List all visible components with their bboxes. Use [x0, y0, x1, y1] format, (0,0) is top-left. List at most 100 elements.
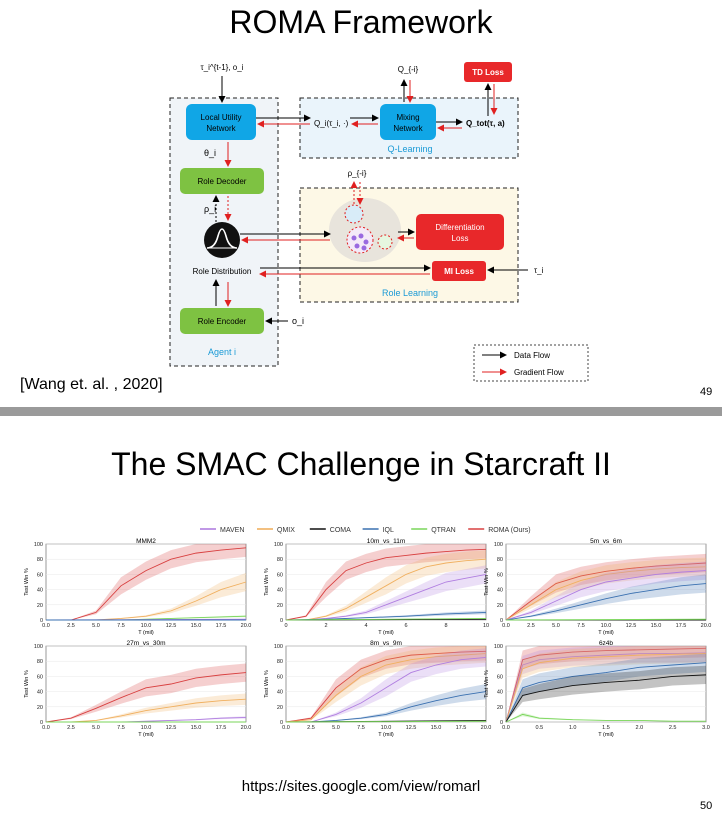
series-line [45, 672, 247, 723]
y-axis-label: Test Win % [264, 670, 270, 698]
x-tick-label: 4 [364, 623, 367, 629]
series-line [286, 656, 487, 723]
series-band [506, 653, 706, 722]
x-tick-label: 1.0 [569, 725, 577, 731]
x-tick-label: 5.0 [92, 623, 100, 629]
x-tick-label: 5.0 [332, 725, 340, 731]
legend-entry: IQL [383, 527, 394, 534]
citation: [Wang et. al. , 2020] [20, 376, 163, 393]
series-line [286, 558, 487, 621]
role-distribution-icon [204, 222, 240, 258]
y-tick-label: 0 [40, 618, 43, 624]
series-band [286, 646, 486, 722]
role-decoder-label: Role Decoder [198, 177, 247, 186]
x-tick-label: 0.5 [536, 725, 544, 731]
series-line [505, 652, 707, 723]
q-minus-i-label: Q_{-i} [398, 65, 419, 74]
plot-area [285, 543, 487, 621]
role-encoder [180, 308, 264, 334]
slide-roma-framework: ROMA Framework Agent i Q-Learning Role L… [20, 4, 713, 398]
y-axis-label: Test Win % [264, 568, 270, 596]
series-band [46, 693, 246, 722]
x-tick-label: 10 [483, 623, 489, 629]
chart-panel: 10m_vs_11m 0 20 40 60 80 100 0 2 4 6 8 10 T (mil) Test… [264, 538, 489, 636]
series-line [505, 618, 707, 621]
y-tick-label: 60 [37, 674, 43, 680]
x-tick-label: 0.0 [42, 725, 50, 731]
x-tick-label: 5.0 [92, 725, 100, 731]
chart-panel: 5m_vs_6m 0 20 40 60 80 100 0.0 2.5 5.0 7.5 10.0 12.5… [484, 538, 711, 636]
x-tick-label: 0.0 [502, 623, 510, 629]
y-axis-label: Test Win % [24, 568, 30, 596]
x-axis-label: T (mil) [598, 630, 614, 636]
series-line [505, 713, 706, 723]
x-axis-label: T (mil) [138, 732, 154, 738]
x-tick-label: 17.5 [216, 725, 227, 731]
x-tick-label: 12.5 [626, 623, 637, 629]
y-axis-label: Test Win % [484, 568, 490, 596]
series-line [285, 650, 487, 723]
y-tick-label: 40 [277, 690, 283, 696]
x-tick-label: 6 [404, 623, 407, 629]
y-tick-label: 100 [494, 644, 503, 650]
q-tot-label: Q_tot(τ, a) [466, 119, 505, 128]
local-utility-label-2: Network [206, 124, 236, 133]
y-tick-label: 80 [497, 659, 503, 665]
x-tick-label: 8 [444, 623, 447, 629]
role-decoder [180, 168, 264, 194]
series-band [506, 561, 706, 620]
project-url[interactable]: https://sites.google.com/view/romarl [241, 778, 481, 795]
chart-title: 27m_vs_30m [126, 640, 165, 647]
y-tick-label: 60 [37, 572, 43, 578]
y-tick-label: 80 [497, 557, 503, 563]
x-tick-label: 20.0 [701, 623, 712, 629]
q-learning-label: Q-Learning [387, 144, 432, 154]
y-tick-label: 100 [494, 542, 503, 548]
x-tick-label: 7.5 [117, 725, 125, 731]
slide-separator [0, 407, 722, 416]
x-tick-label: 2.0 [636, 725, 644, 731]
o-i-label: o_i [292, 316, 304, 326]
series-line [46, 547, 247, 621]
series-line [285, 548, 487, 621]
x-tick-label: 0.0 [502, 725, 510, 731]
role-distribution-label: Role Distribution [193, 267, 252, 276]
y-tick-label: 40 [497, 588, 503, 594]
series-line [505, 674, 707, 723]
x-tick-label: 2.5 [527, 623, 535, 629]
x-axis-label: T (mil) [138, 630, 154, 636]
q-i-label: Q_i(τ_i, ·) [314, 119, 349, 128]
x-tick-label: 10.0 [141, 623, 152, 629]
y-tick-label: 60 [277, 674, 283, 680]
role-learning-label: Role Learning [382, 288, 438, 298]
series-line [505, 653, 707, 723]
series-line [285, 720, 487, 723]
y-tick-label: 60 [497, 572, 503, 578]
x-tick-label: 10.0 [381, 725, 392, 731]
series-band [506, 553, 706, 620]
agent-label: Agent i [208, 347, 236, 357]
y-tick-label: 80 [277, 659, 283, 665]
x-tick-label: 20.0 [241, 725, 252, 731]
theta-label: θ_i [204, 148, 216, 158]
x-axis-label: T (mil) [598, 732, 614, 738]
y-tick-label: 100 [274, 542, 283, 548]
chart-panel: 27m_vs_30m 0 20 40 60 80 100 0.0 2.5 5.0 7.5 10.0 12… [24, 640, 251, 738]
series-line [505, 662, 707, 723]
plot-area [45, 543, 247, 621]
legend-entry: MAVEN [220, 527, 244, 534]
series-band [286, 550, 486, 620]
y-tick-label: 20 [497, 603, 503, 609]
y-tick-label: 0 [500, 720, 503, 726]
y-tick-label: 60 [277, 572, 283, 578]
chart-title: 5m_vs_6m [590, 538, 622, 545]
y-tick-label: 100 [274, 644, 283, 650]
x-tick-label: 2.5 [307, 725, 315, 731]
series-band [286, 544, 486, 620]
y-tick-label: 20 [497, 705, 503, 711]
differentiation-loss-box [416, 214, 504, 250]
chart-title: 8m_vs_9m [370, 640, 402, 647]
slide-title: ROMA Framework [229, 4, 493, 40]
chart-title: 6z4b [599, 640, 613, 647]
